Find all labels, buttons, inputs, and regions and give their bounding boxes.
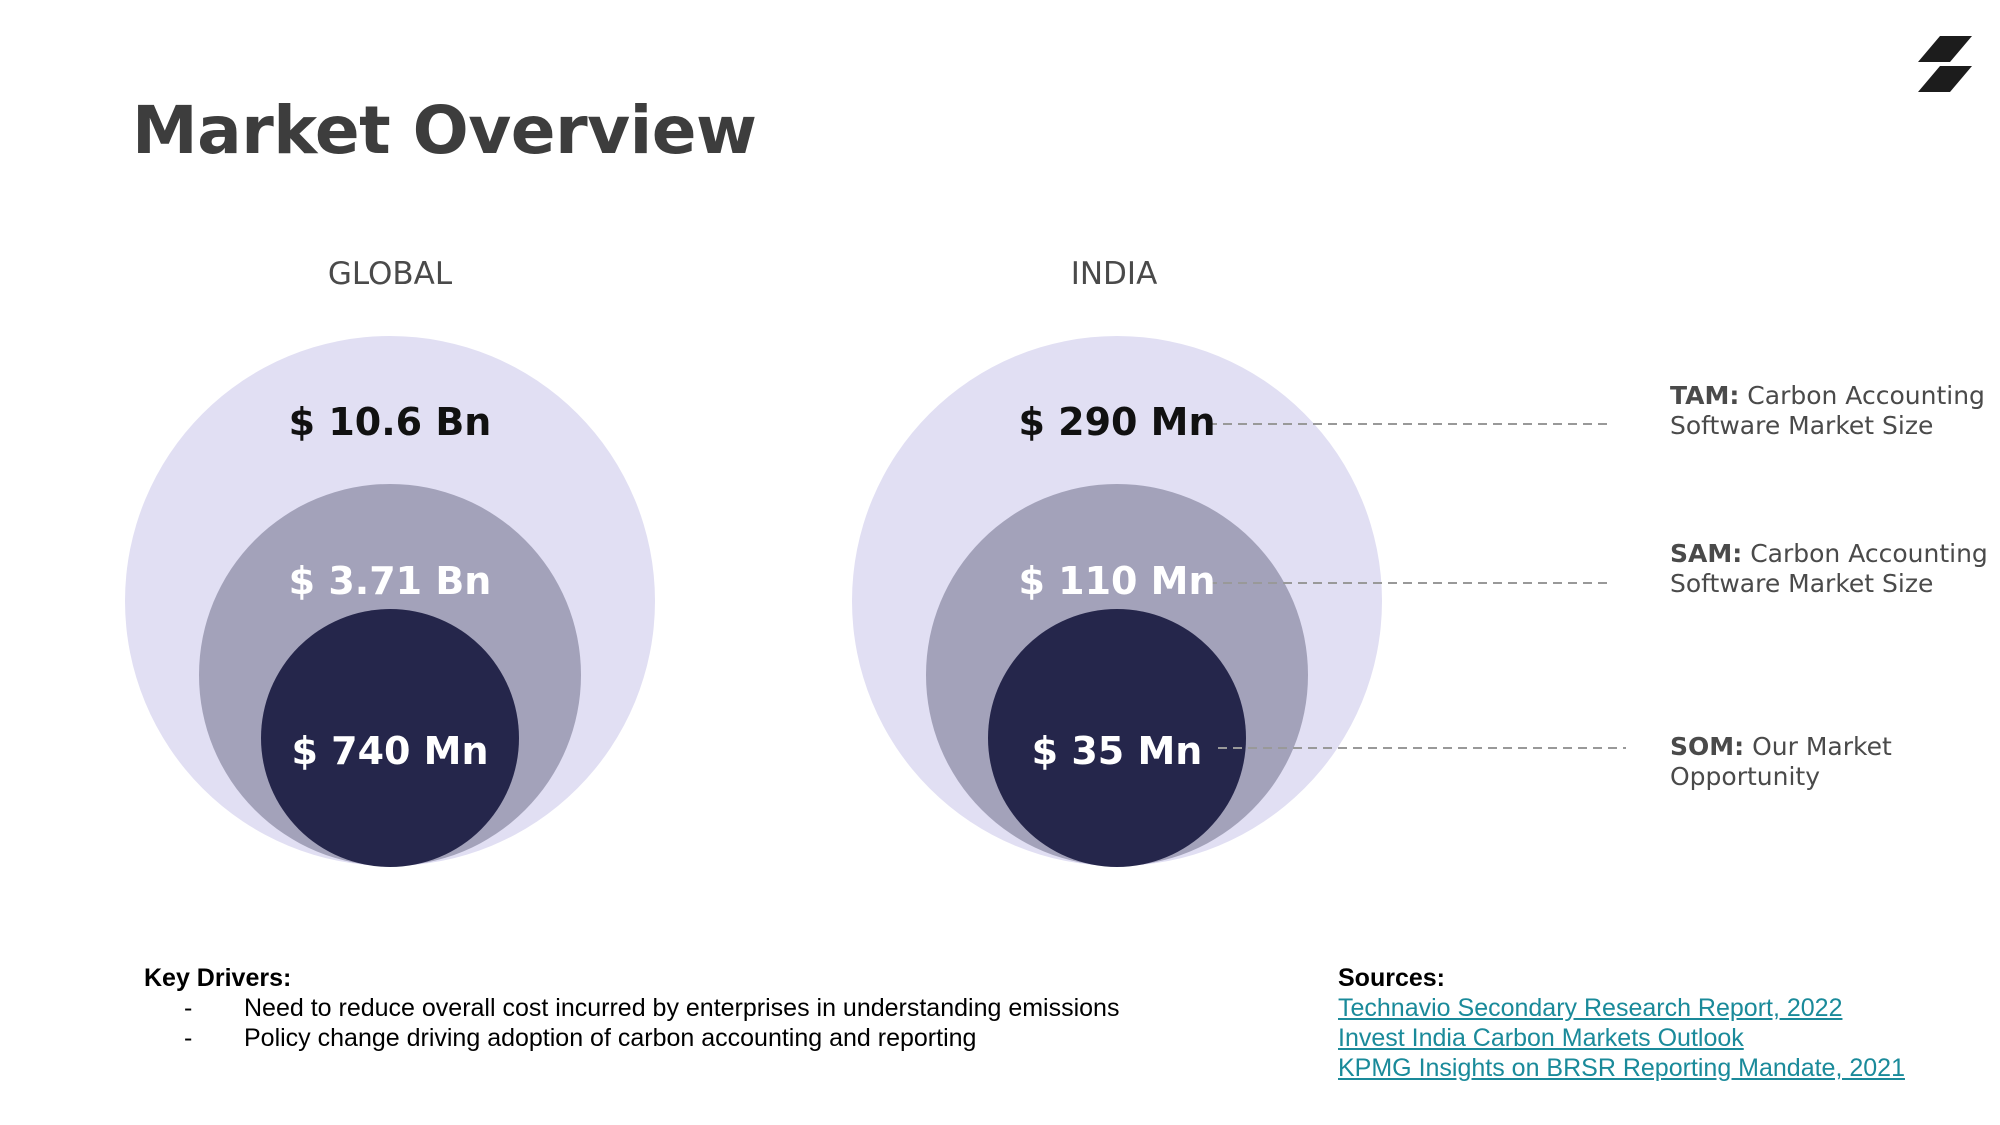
tam-description: Carbon Accounting Software Market Size bbox=[1670, 381, 1985, 440]
som-description: Our Market Opportunity bbox=[1670, 732, 1892, 791]
global-som-circle bbox=[261, 609, 519, 867]
key-drivers-section: Key Drivers: - Need to reduce overall cos… bbox=[144, 963, 1294, 1053]
sam-annotation: SAM: Carbon Accounting Software Market S… bbox=[1670, 539, 1990, 599]
som-annotation: SOM: Our Market Opportunity bbox=[1670, 732, 1930, 792]
india-som-circle bbox=[988, 609, 1246, 867]
key-driver-text: Policy change driving adoption of carbon… bbox=[244, 1024, 977, 1052]
india-tam-value: $ 290 Mn bbox=[1018, 400, 1216, 444]
double-slash-logo-icon bbox=[1918, 36, 1972, 92]
sam-key: SAM: bbox=[1670, 539, 1743, 568]
region-label-india: INDIA bbox=[1070, 256, 1158, 292]
tam-key: TAM: bbox=[1670, 381, 1740, 410]
region-label-global: GLOBAL bbox=[327, 256, 453, 292]
source-link-technavio[interactable]: Technavio Secondary Research Report, 202… bbox=[1338, 994, 1843, 1022]
list-item: - Need to reduce overall cost incurred by… bbox=[184, 994, 1120, 1022]
global-som-value: $ 740 Mn bbox=[291, 729, 489, 773]
sam-description: Carbon Accounting Software Market Size bbox=[1670, 539, 1988, 598]
india-sam-value: $ 110 Mn bbox=[1018, 559, 1216, 603]
page-title: Market Overview bbox=[132, 92, 757, 169]
sources-section: Sources: Technavio Secondary Research Re… bbox=[1338, 963, 1978, 1083]
tam-annotation: TAM: Carbon Accounting Software Market S… bbox=[1670, 381, 1990, 441]
som-key: SOM: bbox=[1670, 732, 1745, 761]
key-drivers-list: - Need to reduce overall cost incurred by… bbox=[144, 993, 1294, 1053]
source-link-invest-india[interactable]: Invest India Carbon Markets Outlook bbox=[1338, 1024, 1744, 1052]
list-item: - Policy change driving adoption of carbo… bbox=[184, 1024, 977, 1052]
key-driver-text: Need to reduce overall cost incurred by … bbox=[244, 994, 1120, 1022]
india-som-value: $ 35 Mn bbox=[1031, 729, 1203, 773]
source-link-kpmg[interactable]: KPMG Insights on BRSR Reporting Mandate,… bbox=[1338, 1054, 1905, 1082]
global-sam-value: $ 3.71 Bn bbox=[288, 559, 492, 603]
global-tam-value: $ 10.6 Bn bbox=[288, 400, 492, 444]
key-drivers-heading: Key Drivers: bbox=[144, 964, 292, 992]
sources-heading: Sources: bbox=[1338, 964, 1445, 992]
